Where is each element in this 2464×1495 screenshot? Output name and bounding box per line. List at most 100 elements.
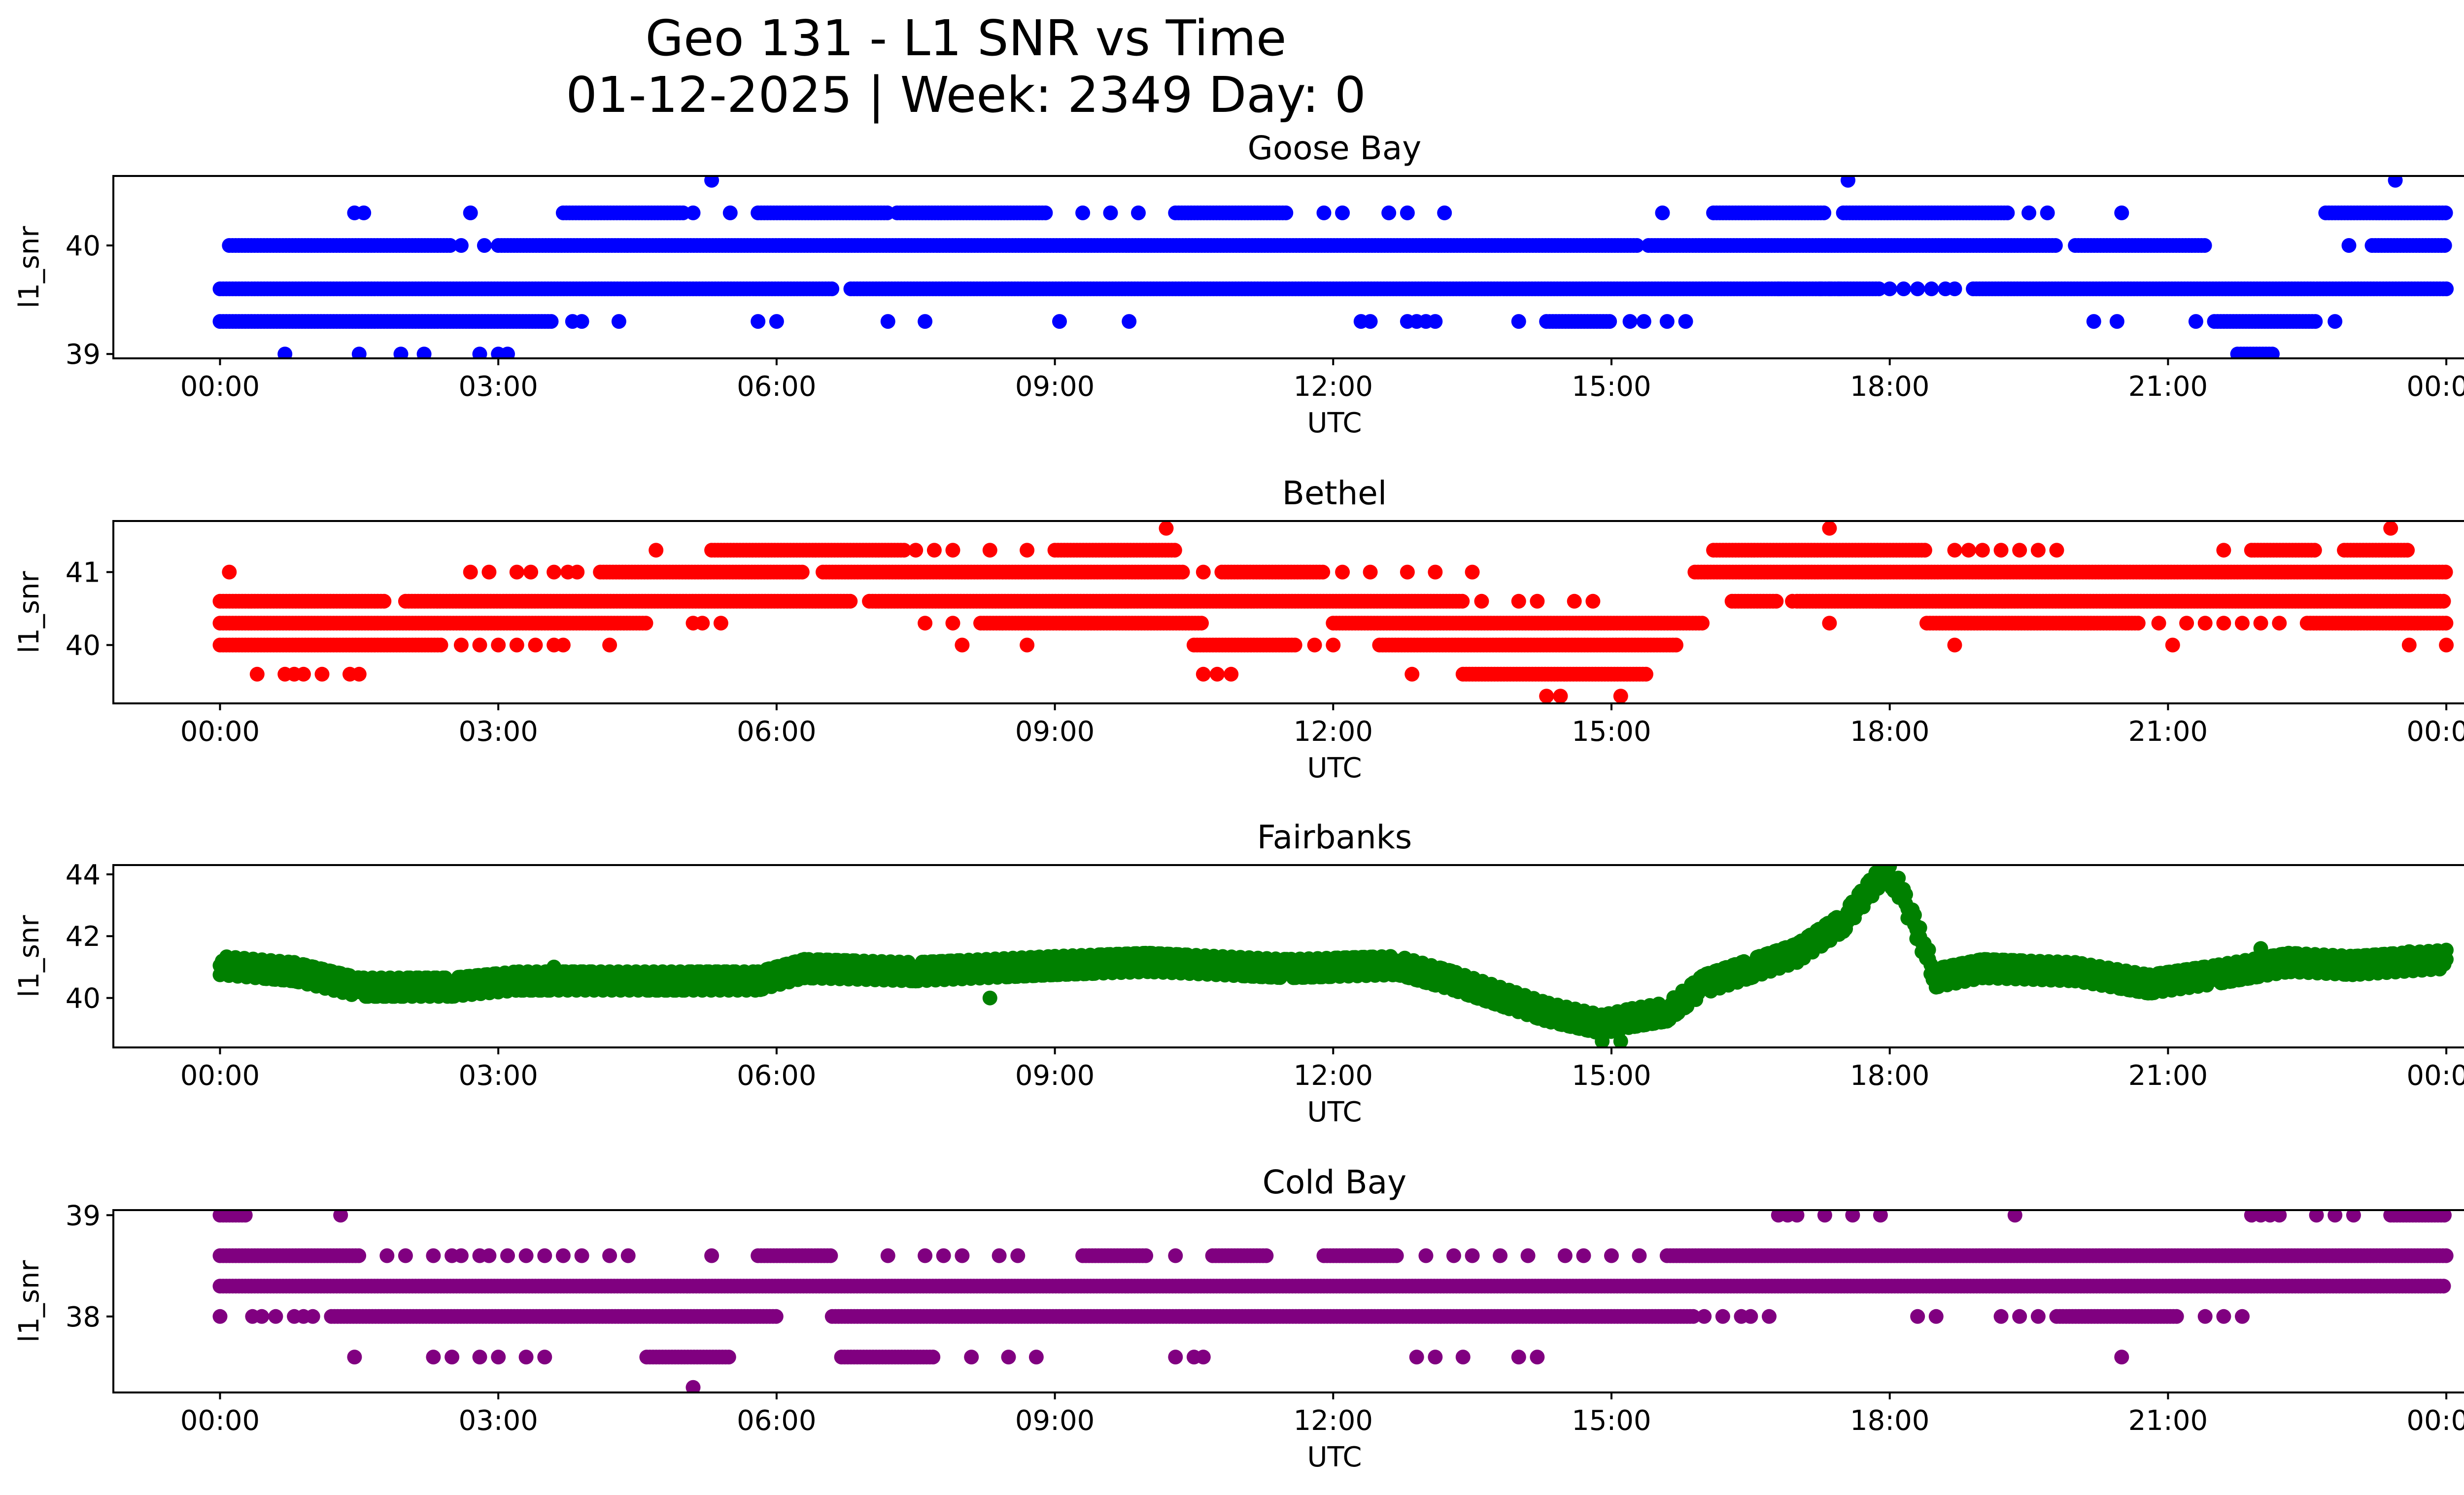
data-point	[1585, 593, 1601, 609]
data-point	[2021, 205, 2037, 220]
data-point	[769, 314, 784, 329]
data-point	[1993, 543, 2009, 558]
data-point	[2388, 176, 2403, 188]
data-point	[2000, 205, 2015, 220]
data-point	[794, 564, 810, 580]
data-point	[296, 666, 311, 682]
chart-title: Geo 131 - L1 SNR vs Time	[646, 9, 1287, 67]
data-point	[481, 564, 497, 580]
y-tick-label: 40	[66, 230, 101, 262]
data-point	[880, 314, 895, 329]
y-axis-label: l1_snr	[13, 571, 45, 654]
panel-title: Fairbanks	[1257, 818, 1412, 856]
data-point	[1038, 205, 1053, 220]
data-point	[713, 616, 728, 631]
data-point	[1947, 543, 1962, 558]
data-point	[472, 637, 487, 653]
data-point	[1511, 314, 1526, 329]
data-point	[2109, 314, 2124, 329]
data-point	[249, 666, 265, 682]
data-point	[1785, 593, 1800, 609]
data-point	[1474, 593, 1489, 609]
y-axis-label: l1_snr	[13, 226, 45, 309]
data-point	[1771, 281, 1786, 296]
data-point	[472, 347, 487, 358]
x-tick-label: 18:00	[1850, 371, 1929, 403]
data-point	[1659, 314, 1675, 329]
data-point	[509, 564, 524, 580]
data-point	[2216, 616, 2231, 631]
data-point	[945, 543, 960, 558]
data-point	[955, 637, 970, 653]
data-point	[1335, 564, 1350, 580]
x-tick-label: 12:00	[1294, 716, 1373, 748]
data-point	[1695, 616, 1710, 631]
data-point	[685, 205, 701, 220]
data-point	[1307, 637, 1322, 653]
data-point	[1871, 281, 1886, 296]
data-point	[1841, 176, 1855, 188]
data-point	[1961, 543, 1976, 558]
data-point	[1020, 543, 1035, 558]
data-point	[1602, 314, 1617, 329]
x-tick-label: 15:00	[1572, 716, 1651, 748]
data-point	[1831, 281, 1847, 296]
data-point	[1511, 593, 1526, 609]
data-point	[751, 314, 766, 329]
data-point	[2439, 281, 2454, 296]
data-point	[477, 238, 492, 253]
data-point	[463, 205, 478, 220]
data-series	[212, 865, 2454, 1047]
data-point	[222, 564, 237, 580]
data-point	[1816, 205, 1832, 220]
axes-frame	[112, 175, 2464, 359]
data-point	[1315, 564, 1331, 580]
data-point	[824, 281, 840, 296]
data-point	[2114, 205, 2129, 220]
data-point	[1159, 521, 1174, 536]
data-point	[1639, 666, 1653, 682]
data-point	[544, 314, 559, 329]
data-point	[2049, 543, 2064, 558]
data-point	[2437, 238, 2452, 253]
data-point	[1363, 564, 1378, 580]
data-point	[1553, 689, 1568, 703]
data-point	[1636, 314, 1651, 329]
data-point	[2165, 637, 2180, 653]
data-point	[2235, 616, 2250, 631]
x-tick-label: 09:00	[1015, 371, 1095, 403]
data-point	[2400, 543, 2415, 558]
y-tick-label: 39	[66, 339, 101, 371]
data-point	[1326, 637, 1341, 653]
data-point	[843, 593, 858, 609]
x-tick-label: 09:00	[1015, 716, 1095, 748]
data-point	[1539, 689, 1554, 703]
data-point	[528, 637, 543, 653]
panel-title: Goose Bay	[1248, 129, 1422, 167]
data-point	[491, 637, 506, 653]
data-point	[1224, 666, 1239, 682]
data-point	[277, 347, 293, 358]
data-point	[2383, 521, 2398, 536]
data-point	[2197, 238, 2212, 253]
data-point	[1678, 314, 1693, 329]
x-tick-label: 00:00	[2406, 371, 2464, 403]
data-point	[1020, 637, 1035, 653]
data-point	[2341, 238, 2357, 253]
data-point	[1122, 314, 1137, 329]
data-point	[2436, 593, 2451, 609]
data-point	[376, 593, 392, 609]
data-point	[1381, 205, 1397, 220]
x-tick-label: 06:00	[737, 371, 816, 403]
data-point	[433, 637, 448, 653]
data-point	[1947, 637, 1962, 653]
x-axis-label: UTC	[1307, 407, 1362, 439]
data-point	[908, 543, 924, 558]
y-tick-label: 40	[66, 630, 101, 662]
data-point	[1363, 314, 1378, 329]
x-axis-label: UTC	[1307, 752, 1362, 784]
